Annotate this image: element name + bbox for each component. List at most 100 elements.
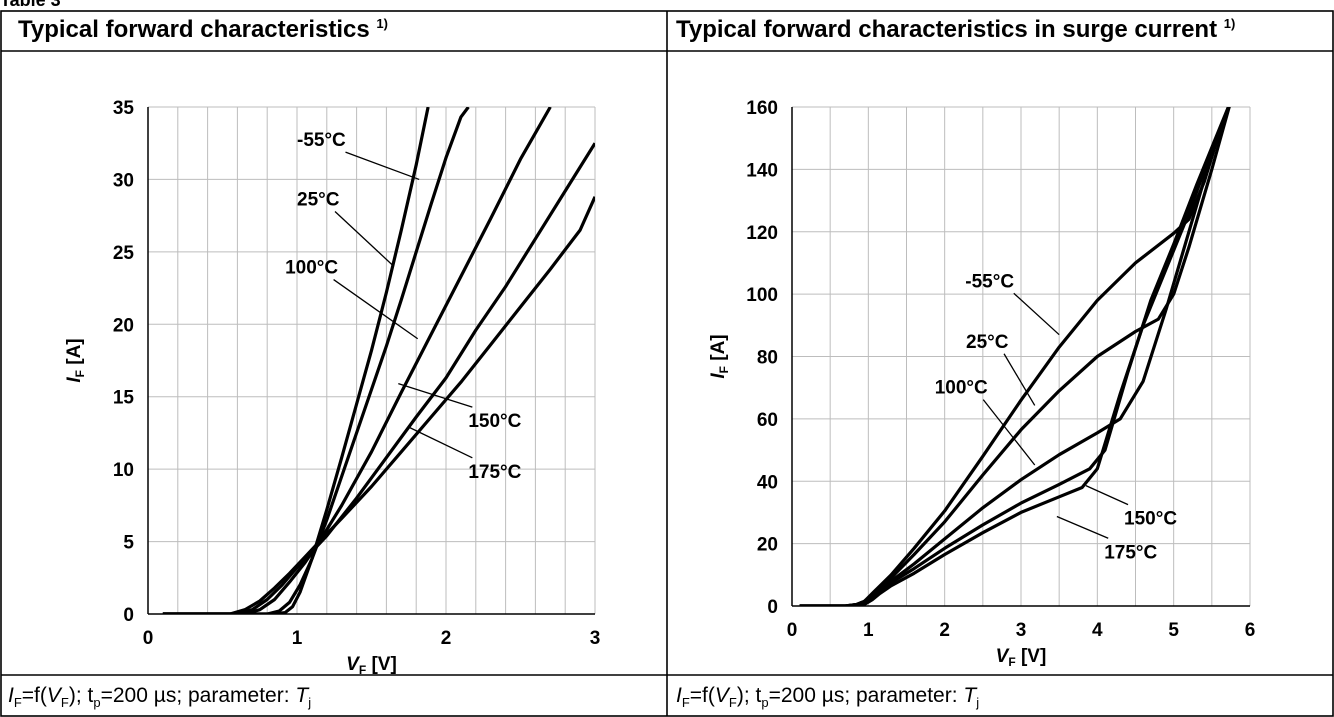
x-tick-label: 1	[863, 620, 874, 641]
series-line--55CC	[799, 107, 1231, 606]
series-line-175CC	[799, 107, 1231, 606]
caption-temp-sub: j	[976, 695, 980, 711]
caption-voltage-symbol: V	[46, 684, 61, 707]
y-tick-label: 15	[113, 388, 135, 409]
x-axis-label-unit: [V]	[1016, 646, 1047, 667]
series-annotation-label: -55°C	[965, 271, 1014, 292]
caption-voltage-sub: F	[728, 695, 737, 711]
x-tick-label: 1	[292, 628, 303, 649]
caption-right: IF=f(VF); tp=200 µs; parameter: Tj	[676, 684, 979, 710]
x-tick-label: 4	[1092, 620, 1103, 641]
series-group	[162, 107, 595, 614]
series-annotation-label: 150°C	[468, 411, 521, 432]
series-annotation-label: 175°C	[1104, 542, 1157, 563]
series-annotation-label: 175°C	[468, 462, 521, 483]
series-line-150CC	[799, 107, 1231, 606]
series-line-100CC	[162, 107, 552, 614]
caption-tp-sub: p	[761, 695, 769, 711]
series-annotation-label: 100°C	[935, 378, 988, 399]
series-line-25CC	[162, 107, 470, 614]
series-annotation-label: -55°C	[297, 130, 346, 151]
x-axis-label: VF [V]	[996, 646, 1047, 669]
y-tick-label: 40	[757, 472, 778, 493]
series-line-100CC	[799, 107, 1231, 606]
x-tick-label: 6	[1245, 620, 1256, 641]
y-tick-label: 20	[113, 315, 134, 336]
series-line--55CC	[162, 107, 430, 614]
series-line-25CC	[799, 107, 1231, 606]
annotation-leader-line	[333, 279, 419, 340]
caption-voltage-sub: F	[60, 695, 69, 711]
y-axis-label-unit: [A]	[64, 338, 85, 370]
x-axis-label-symbol: V	[346, 654, 360, 675]
y-tick-label: 60	[757, 410, 778, 431]
caption-temp-sub: j	[308, 695, 312, 711]
grid	[148, 106, 596, 614]
caption-current-sub: F	[13, 695, 22, 711]
panel-title-footnote: 1)	[376, 16, 388, 31]
caption-left: IF=f(VF); tp=200 µs; parameter: Tj	[8, 684, 311, 710]
x-tick-label: 5	[1168, 620, 1179, 641]
y-tick-label: 25	[113, 243, 135, 264]
caption-temp-symbol: T	[295, 684, 309, 707]
y-tick-label: 120	[746, 223, 778, 244]
y-tick-label: 20	[757, 535, 778, 556]
y-axis-label-unit: [A]	[708, 334, 729, 366]
y-tick-label: 5	[123, 533, 134, 554]
table-borders	[0, 10, 1334, 717]
y-axis-label: IF [A]	[708, 334, 731, 378]
caption-current-sub: F	[681, 695, 690, 711]
x-tick-label: 3	[590, 628, 601, 649]
caption-tp-sub: p	[93, 695, 101, 711]
x-tick-label: 2	[441, 628, 452, 649]
y-tick-label: 160	[746, 98, 778, 119]
series-group	[799, 107, 1231, 606]
grid	[792, 106, 1251, 606]
y-tick-label: 0	[767, 597, 778, 618]
y-tick-label: 0	[123, 605, 134, 626]
annotation-leader-line	[1056, 515, 1109, 539]
caption-rest: ); t	[68, 684, 94, 707]
annotation-leader-line	[1003, 353, 1036, 406]
panel-title-right: Typical forward characteristics in surge…	[676, 16, 1235, 44]
annotation-leader-line	[345, 151, 420, 181]
y-tick-label: 140	[746, 160, 778, 181]
panel-title-text: Typical forward characteristics in surge…	[676, 16, 1218, 43]
annotation-leader-line	[982, 399, 1036, 466]
x-tick-label: 3	[1016, 620, 1027, 641]
table-label: Table 3	[0, 0, 61, 10]
annotation-leader-line	[398, 383, 473, 408]
caption-tail: =200 µs; parameter:	[100, 684, 296, 707]
x-axis-label: VF [V]	[346, 654, 397, 675]
caption-current-symbol: I	[8, 684, 14, 707]
y-tick-label: 30	[113, 170, 134, 191]
annotation-leader-line	[1013, 292, 1060, 336]
annotation-leader-line	[334, 211, 395, 267]
panel-title-left: Typical forward characteristics 1)	[18, 16, 388, 44]
x-tick-label: 0	[143, 628, 154, 649]
y-tick-label: 10	[113, 460, 134, 481]
series-line-175CC	[162, 196, 595, 614]
caption-eq: =f(	[689, 684, 715, 707]
y-tick-label: 100	[746, 285, 778, 306]
annotation-leader-line	[1085, 485, 1129, 506]
panel-title-text: Typical forward characteristics	[18, 16, 370, 43]
y-tick-label: 35	[113, 98, 135, 119]
y-axis-label: IF [A]	[64, 338, 87, 382]
figure-table: Typical forward characteristics 1) Typic…	[0, 10, 1334, 717]
x-axis-label-unit: [V]	[366, 654, 397, 675]
panel-title-footnote: 1)	[1223, 16, 1236, 31]
series-line-150CC	[162, 142, 595, 614]
series-annotation-label: 25°C	[297, 190, 340, 211]
y-axis-label-symbol: I	[64, 377, 85, 383]
annotation-leader-line	[408, 426, 473, 459]
caption-voltage-symbol: V	[714, 684, 729, 707]
y-axis-label-symbol: I	[708, 373, 729, 379]
y-axis-label-sub: F	[717, 366, 731, 373]
x-axis-label-sub: F	[359, 663, 366, 675]
series-annotation-label: 150°C	[1124, 509, 1177, 530]
x-tick-label: 0	[787, 620, 798, 641]
x-axis-label-symbol: V	[996, 646, 1010, 667]
x-axis-label-sub: F	[1008, 655, 1015, 669]
